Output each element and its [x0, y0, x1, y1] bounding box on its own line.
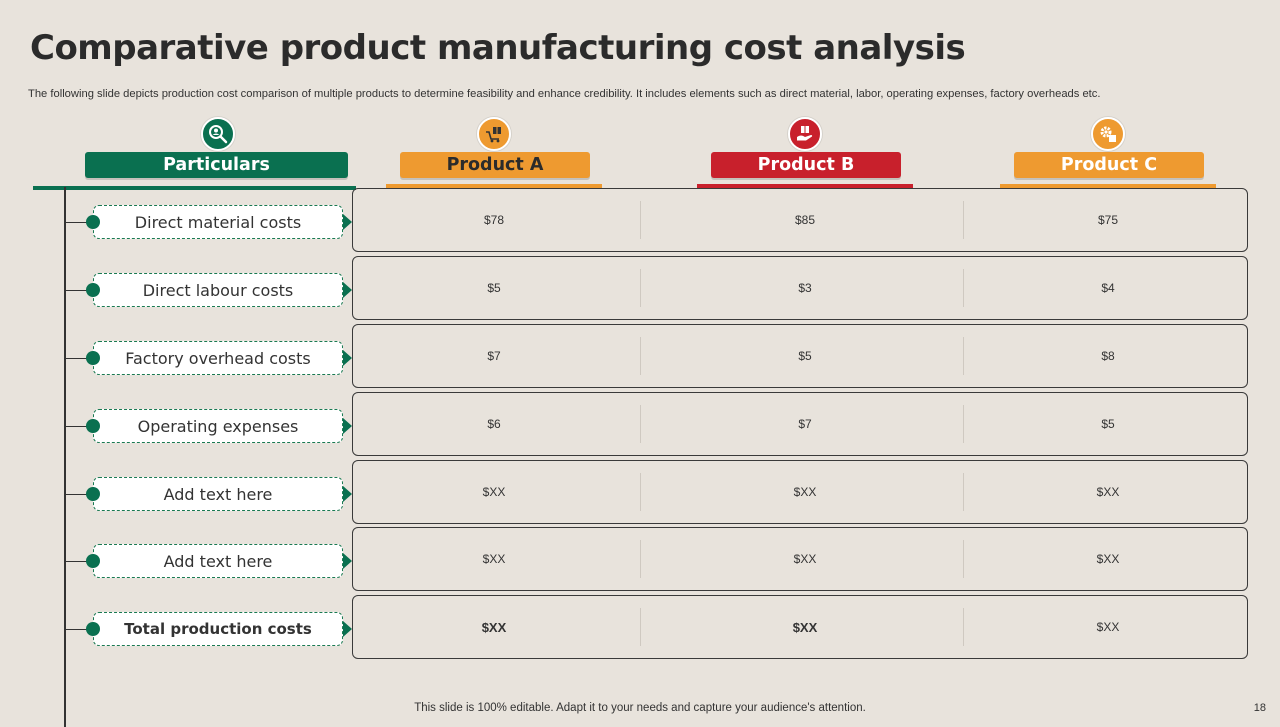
row-arrow-icon — [343, 350, 352, 366]
header-product-a: Product A — [400, 152, 590, 178]
column-separator — [963, 405, 964, 443]
header-particulars: Particulars — [85, 152, 348, 178]
table-cell-product-b: $85 — [755, 213, 855, 227]
table-cell-product-a: $7 — [444, 349, 544, 363]
column-separator — [963, 608, 964, 646]
column-separator — [640, 473, 641, 511]
table-cell-product-c: $XX — [1058, 552, 1158, 566]
column-separator — [963, 337, 964, 375]
column-separator — [640, 540, 641, 578]
row-label: Direct material costs — [93, 205, 343, 239]
column-separator — [640, 269, 641, 307]
table-cell-product-b: $7 — [755, 417, 855, 431]
row-arrow-icon — [343, 486, 352, 502]
table-cell-product-a: $XX — [444, 620, 544, 635]
search-person-icon — [201, 117, 235, 151]
table-cell-product-c: $4 — [1058, 281, 1158, 295]
header-product-c: Product C — [1014, 152, 1204, 178]
table-cell-product-c: $XX — [1058, 485, 1158, 499]
table-cell-product-b: $XX — [755, 552, 855, 566]
table-cell-product-a: $XX — [444, 485, 544, 499]
page-subtitle: The following slide depicts production c… — [28, 88, 1101, 100]
box-cart-icon — [477, 117, 511, 151]
column-separator — [963, 473, 964, 511]
table-cell-product-c: $8 — [1058, 349, 1158, 363]
column-separator — [963, 201, 964, 239]
hand-box-icon — [788, 117, 822, 151]
row-dot — [86, 351, 100, 365]
header-particulars-underline — [33, 186, 356, 190]
table-cell-product-a: $6 — [444, 417, 544, 431]
gear-box-icon — [1091, 117, 1125, 151]
row-dot — [86, 487, 100, 501]
header-product-b: Product B — [711, 152, 901, 178]
row-dot — [86, 419, 100, 433]
table-cell-product-c: $XX — [1058, 620, 1158, 634]
column-separator — [963, 540, 964, 578]
row-arrow-icon — [343, 214, 352, 230]
row-label: Add text here — [93, 544, 343, 578]
timeline-line — [64, 187, 66, 727]
column-separator — [640, 337, 641, 375]
table-cell-product-b: $5 — [755, 349, 855, 363]
table-cell-product-c: $75 — [1058, 213, 1158, 227]
table-cell-product-a: $5 — [444, 281, 544, 295]
column-separator — [963, 269, 964, 307]
row-dot — [86, 622, 100, 636]
column-separator — [640, 405, 641, 443]
footer-note: This slide is 100% editable. Adapt it to… — [0, 702, 1280, 714]
table-cell-product-c: $5 — [1058, 417, 1158, 431]
row-label: Factory overhead costs — [93, 341, 343, 375]
row-arrow-icon — [343, 282, 352, 298]
row-dot — [86, 283, 100, 297]
row-arrow-icon — [343, 418, 352, 434]
column-separator — [640, 608, 641, 646]
table-cell-product-b: $XX — [755, 620, 855, 635]
table-cell-product-b: $3 — [755, 281, 855, 295]
row-arrow-icon — [343, 553, 352, 569]
page-title: Comparative product manufacturing cost a… — [30, 28, 965, 68]
row-dot — [86, 554, 100, 568]
row-label: Operating expenses — [93, 409, 343, 443]
row-dot — [86, 215, 100, 229]
table-cell-product-b: $XX — [755, 485, 855, 499]
table-cell-product-a: $78 — [444, 213, 544, 227]
row-label: Total production costs — [93, 612, 343, 646]
row-label: Add text here — [93, 477, 343, 511]
table-cell-product-a: $XX — [444, 552, 544, 566]
row-arrow-icon — [343, 621, 352, 637]
page-number: 18 — [1254, 702, 1266, 714]
column-separator — [640, 201, 641, 239]
row-label: Direct labour costs — [93, 273, 343, 307]
